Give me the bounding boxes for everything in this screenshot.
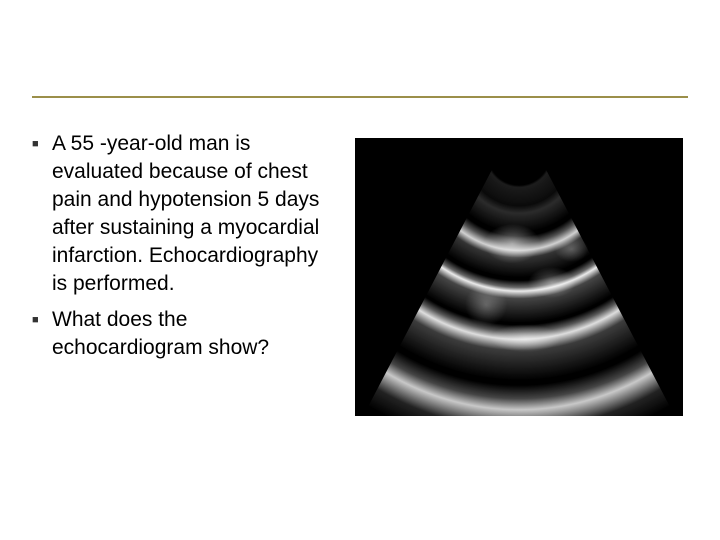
ultrasound-texture	[355, 138, 683, 416]
accent-divider	[32, 96, 688, 98]
image-column	[355, 130, 690, 416]
list-item: ■ What does the echocardiogram show?	[30, 306, 335, 362]
header-area	[0, 0, 720, 100]
bullet-list: ■ A 55 -year-old man is evaluated becaus…	[30, 130, 335, 362]
square-bullet-icon: ■	[30, 306, 52, 334]
text-column: ■ A 55 -year-old man is evaluated becaus…	[30, 130, 335, 416]
content-row: ■ A 55 -year-old man is evaluated becaus…	[30, 130, 690, 416]
bullet-text: What does the echocardiogram show?	[52, 306, 335, 362]
slide-container: ■ A 55 -year-old man is evaluated becaus…	[0, 0, 720, 540]
square-bullet-icon: ■	[30, 130, 52, 158]
list-item: ■ A 55 -year-old man is evaluated becaus…	[30, 130, 335, 298]
echocardiogram-image	[355, 138, 683, 416]
bullet-text: A 55 -year-old man is evaluated because …	[52, 130, 335, 298]
